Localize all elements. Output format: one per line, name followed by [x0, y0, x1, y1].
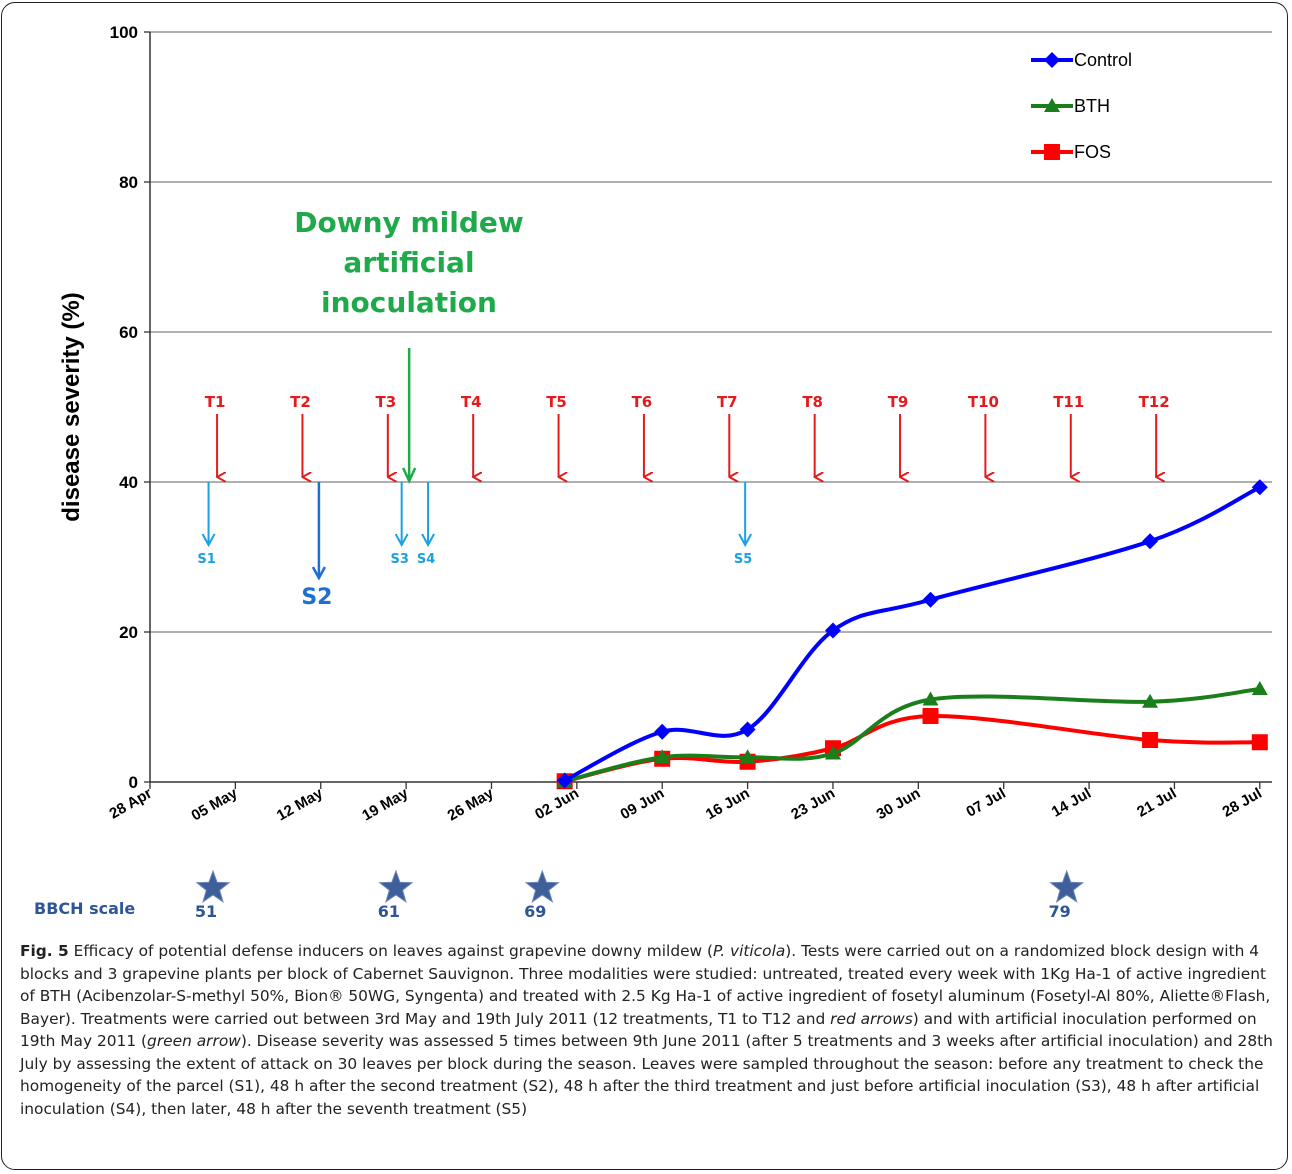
sampling-arrowhead: [311, 566, 327, 581]
inoculation-label: artificial: [343, 246, 474, 279]
x-tick-label: 12 May: [274, 784, 326, 824]
data-point-control: [1251, 479, 1268, 496]
caption-italic-1: P. viticola: [713, 942, 786, 960]
caption-italic-3: green arrow: [147, 1032, 241, 1050]
sampling-label: S3: [390, 552, 408, 567]
treatment-label: T7: [717, 393, 738, 411]
legend-marker-fos: [1044, 144, 1060, 160]
data-point-fos: [922, 708, 939, 724]
data-point-bth: [654, 749, 671, 764]
data-point-bth: [739, 749, 756, 764]
caption-text-3: ) and with artificial inoculation perfor…: [20, 1009, 1257, 1051]
sampling-label: S1: [197, 552, 215, 567]
bbch-star-icon: [1049, 869, 1085, 903]
data-point-fos: [1142, 732, 1159, 748]
y-axis-label: disease severity (%): [58, 292, 85, 521]
treatment-label: T5: [546, 393, 567, 411]
sampling-label: S5: [734, 552, 752, 567]
bbch-title: BBCH scale: [34, 899, 135, 918]
data-point-control: [922, 591, 939, 608]
bbch-stage-label: 51: [195, 902, 217, 921]
data-point-control: [556, 772, 573, 789]
annotations: T1 T2 T3 T4 T5 T6 T7 T8 T9 T10 T11 T12 Downy mildew a…: [197, 206, 1169, 610]
bbch-scale: BBCH scale 51 61 69 79: [34, 869, 1085, 921]
legend-label-bth: BTH: [1074, 96, 1110, 116]
bbch-star-icon: [195, 869, 231, 903]
gridlines: [150, 31, 1272, 633]
sampling-label: S4: [417, 552, 435, 567]
bbch-stage-label: 61: [378, 902, 400, 921]
sampling-label: S2: [301, 585, 332, 610]
sampling-arrowhead: [201, 533, 216, 548]
x-tick-label: 09 Jun: [618, 785, 668, 823]
x-tick-label: 28 Jul: [1219, 785, 1264, 821]
x-tick-label: 16 Jun: [703, 785, 753, 823]
treatment-label: T12: [1139, 393, 1170, 411]
series-line-fos: [564, 713, 1260, 784]
data-point-fos: [1251, 734, 1268, 751]
data-point-bth: [824, 745, 841, 760]
data-point-control: [739, 721, 756, 738]
data-point-bth: [922, 691, 939, 706]
legend: Control BTH FOS: [1031, 50, 1132, 162]
x-tick-label: 26 May: [445, 784, 497, 824]
inoculation-label: inoculation: [321, 286, 497, 319]
y-tick-label: 40: [119, 473, 138, 492]
caption-label: Fig. 5: [20, 942, 69, 960]
treatment-label: T3: [375, 393, 396, 411]
caption-text-4: ). Disease severity was assessed 5 times…: [20, 1032, 1273, 1118]
figure-caption: Fig. 5 Efficacy of potential defense ind…: [20, 940, 1280, 1120]
legend-marker-bth: [1044, 98, 1060, 112]
data-point-control: [1142, 533, 1159, 550]
caption-italic-2: red arrows: [830, 1009, 913, 1028]
bbch-star-icon: [378, 869, 414, 903]
inoculation-arrowhead: [402, 467, 417, 484]
legend-marker-control: [1044, 52, 1060, 68]
bbch-stage-label: 69: [524, 902, 546, 921]
sampling-arrowhead: [738, 533, 753, 548]
treatment-label: T2: [290, 393, 311, 411]
series: [556, 479, 1268, 790]
treatment-label: T4: [461, 393, 482, 411]
data-point-bth: [1142, 693, 1159, 708]
y-tick-label: 100: [110, 23, 138, 42]
treatment-label: T10: [968, 393, 999, 411]
data-point-bth: [1251, 681, 1268, 695]
sampling-arrowhead: [394, 533, 409, 548]
bbch-stage-label: 79: [1049, 902, 1071, 921]
x-tick-label: 07 Jul: [963, 785, 1008, 821]
data-point-control: [654, 723, 671, 740]
treatment-label: T8: [802, 393, 823, 411]
x-tick-label: 23 Jun: [788, 785, 838, 823]
treatment-label: T1: [205, 393, 226, 411]
data-point-control: [824, 622, 841, 639]
inoculation-label: Downy mildew: [294, 206, 524, 239]
x-tick-label: 05 May: [189, 784, 241, 824]
treatment-label: T6: [632, 393, 653, 411]
x-tick-label: 21 Jul: [1134, 785, 1179, 821]
x-tick-label: 02 Jun: [532, 785, 582, 823]
caption-text-2: ). Tests were carried out on a randomize…: [20, 942, 1271, 1028]
bbch-star-icon: [524, 869, 560, 903]
treatment-label: T9: [888, 393, 909, 411]
caption-text-1: Efficacy of potential defense inducers o…: [68, 942, 714, 960]
y-tick-label: 60: [119, 323, 138, 342]
treatment-label: T11: [1053, 393, 1084, 411]
y-tick-label: 20: [119, 623, 138, 642]
sampling-arrowhead: [421, 533, 435, 548]
legend-label-fos: FOS: [1074, 142, 1111, 162]
x-tick-label: 14 Jul: [1049, 785, 1094, 821]
x-tick-label: 19 May: [359, 784, 411, 824]
y-tick-label: 80: [119, 173, 138, 192]
legend-label-control: Control: [1074, 50, 1132, 70]
x-tick-label: 30 Jun: [874, 785, 924, 823]
y-tick-label: 0: [129, 773, 138, 792]
